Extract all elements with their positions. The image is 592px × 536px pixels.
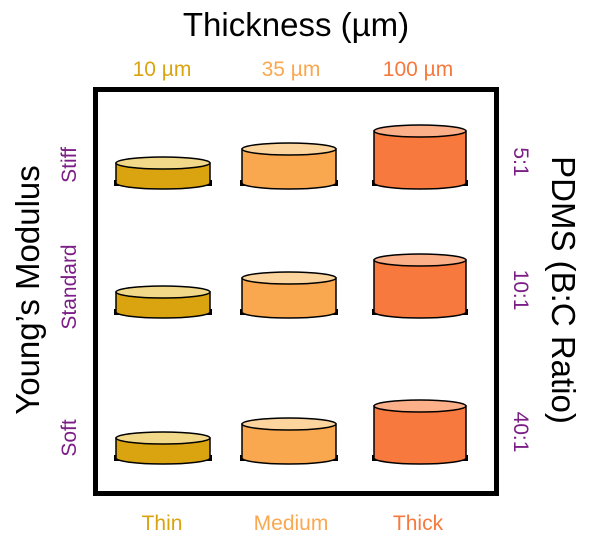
column-top-label-thin: 10 µm	[132, 58, 192, 81]
column-bottom-label-medium: Medium	[253, 512, 329, 535]
disc-soft-medium	[240, 417, 338, 465]
column-top-label-medium: 35 µm	[261, 58, 321, 81]
disc-standard-thin	[114, 285, 212, 319]
column-bottom-label-thick: Thick	[392, 512, 444, 535]
sample-grid-frame	[93, 87, 499, 496]
disc-soft-thin	[114, 431, 212, 465]
disc-standard-medium	[240, 271, 338, 319]
thickness-axis-title: Thickness (µm)	[182, 6, 410, 43]
column-top-label-thick: 100 µm	[382, 58, 454, 81]
disc-stiff-thick	[372, 124, 468, 190]
column-bottom-label-thin: Thin	[141, 512, 183, 535]
disc-soft-thick	[372, 399, 468, 465]
disc-stiff-thin	[114, 156, 212, 190]
disc-standard-thick	[372, 253, 468, 319]
disc-stiff-medium	[240, 142, 338, 190]
